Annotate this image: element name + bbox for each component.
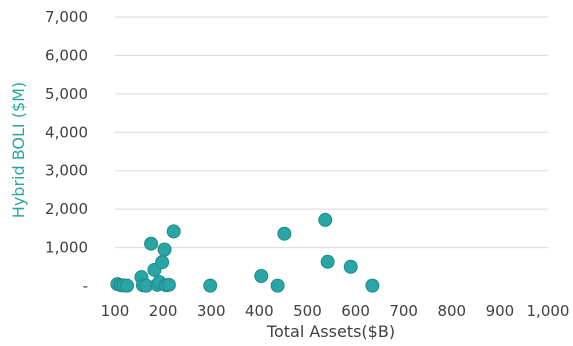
- y-axis-ticks: - 1,000 2,000 3,000 4,000 5,000 6,000 7,000: [45, 8, 88, 295]
- y-tick-label: 3,000: [45, 162, 88, 180]
- data-point: [270, 278, 285, 293]
- y-tick-label: 7,000: [45, 8, 88, 26]
- x-axis-label: Total Assets($B): [266, 322, 395, 341]
- gridlines: [115, 16, 548, 249]
- data-point: [365, 278, 380, 293]
- data-point: [157, 242, 172, 257]
- x-tick-label: 1,000: [527, 302, 570, 320]
- x-tick-label: 700: [389, 302, 418, 320]
- data-point: [120, 278, 135, 293]
- data-point: [144, 236, 159, 251]
- y-axis-label: Hybrid BOLI ($M): [9, 82, 28, 218]
- y-tick-label: 6,000: [45, 46, 88, 64]
- y-tick-label: 4,000: [45, 123, 88, 141]
- y-tick-label: 1,000: [45, 239, 88, 257]
- data-point: [166, 224, 181, 239]
- data-point: [161, 277, 176, 292]
- data-points: [110, 212, 380, 293]
- data-point: [254, 269, 269, 284]
- data-point: [203, 278, 218, 293]
- x-tick-label: 500: [293, 302, 322, 320]
- x-tick-label: 100: [101, 302, 130, 320]
- x-tick-label: 200: [149, 302, 178, 320]
- x-tick-label: 600: [341, 302, 370, 320]
- data-point: [320, 254, 335, 269]
- data-point: [343, 259, 358, 274]
- y-tick-label: 5,000: [45, 85, 88, 103]
- x-tick-label: 400: [245, 302, 274, 320]
- data-point: [277, 226, 292, 241]
- y-tick-label: -: [83, 277, 88, 295]
- x-tick-label: 800: [437, 302, 466, 320]
- x-tick-label: 300: [197, 302, 226, 320]
- data-point: [318, 212, 333, 227]
- y-tick-label: 2,000: [45, 200, 88, 218]
- x-tick-label: 900: [486, 302, 515, 320]
- x-axis-ticks: 100 200 300 400 500 600 700 800 900 1,000: [101, 302, 570, 320]
- data-point: [155, 255, 170, 270]
